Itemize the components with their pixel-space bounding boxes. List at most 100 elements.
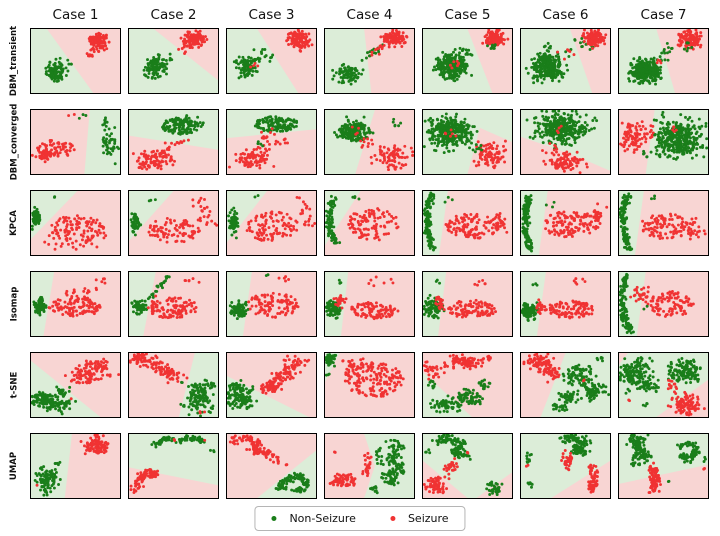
seizure-point [488, 145, 492, 149]
non-seizure-point [493, 43, 497, 47]
non-seizure-point [257, 57, 261, 61]
non-seizure-point [573, 141, 577, 145]
non-seizure-point [463, 70, 466, 73]
non-seizure-point [645, 155, 649, 159]
seizure-point [575, 164, 579, 168]
seizure-point [688, 38, 692, 42]
seizure-point [394, 41, 398, 45]
non-seizure-point [436, 123, 440, 127]
panel-kpca-case-3 [226, 190, 317, 256]
non-seizure-point [700, 124, 704, 128]
non-seizure-point [691, 125, 695, 129]
seizure-point [244, 148, 248, 152]
non-seizure-point [656, 66, 660, 70]
non-seizure-point [69, 62, 73, 66]
seizure-point [691, 33, 695, 37]
non-seizure-point [360, 72, 363, 76]
non-seizure-point [253, 57, 257, 61]
non-seizure-point [675, 137, 679, 141]
non-seizure-point [449, 116, 453, 120]
non-seizure-point [146, 75, 150, 79]
non-seizure-point [243, 69, 247, 73]
non-seizure-point [391, 120, 395, 124]
non-seizure-point [103, 118, 107, 122]
seizure-point [105, 47, 109, 51]
seizure-point [180, 47, 184, 50]
non-seizure-point [544, 115, 548, 119]
non-seizure-point [541, 74, 545, 78]
seizure-point [694, 29, 698, 32]
non-seizure-point [263, 48, 267, 51]
non-seizure-point [464, 127, 468, 131]
non-seizure-point [442, 69, 446, 73]
seizure-point [638, 132, 642, 136]
non-seizure-point [453, 74, 457, 78]
non-seizure-point [436, 134, 440, 138]
non-seizure-point [367, 126, 371, 130]
non-seizure-point [702, 155, 706, 159]
non-seizure-point [566, 127, 570, 131]
seizure-point [263, 161, 267, 165]
non-seizure-point [447, 66, 451, 70]
non-seizure-point [439, 129, 443, 132]
non-seizure-point [549, 122, 553, 126]
seizure-point [683, 30, 687, 34]
non-seizure-point [457, 128, 461, 132]
seizure-point [155, 155, 159, 159]
non-seizure-point [334, 133, 338, 137]
seizure-point [450, 66, 454, 70]
seizure-point [145, 167, 149, 171]
non-seizure-point [637, 66, 641, 70]
non-seizure-point [162, 58, 166, 62]
non-seizure-point [167, 129, 171, 133]
non-seizure-point [267, 115, 270, 119]
non-seizure-point [77, 116, 81, 120]
non-seizure-point [349, 82, 353, 86]
seizure-point [94, 221, 98, 225]
seizure-point [95, 245, 99, 249]
seizure-point [260, 130, 263, 134]
seizure-point [362, 137, 366, 141]
non-seizure-point [269, 115, 273, 119]
seizure-point [158, 154, 162, 158]
seizure-point [544, 162, 547, 166]
panel-dbm-transient-case-6 [520, 28, 611, 94]
seizure-point [199, 205, 203, 209]
non-seizure-point [562, 121, 566, 124]
non-seizure-point [455, 67, 459, 71]
non-seizure-point [269, 56, 273, 60]
seizure-point [392, 159, 396, 162]
seizure-point [501, 31, 505, 35]
seizure-point [630, 134, 634, 138]
non-seizure-point [336, 135, 340, 139]
non-seizure-point [539, 63, 543, 67]
seizure-point [48, 153, 52, 157]
seizure-point [584, 162, 588, 166]
non-seizure-point [572, 121, 575, 125]
seizure-point [560, 161, 564, 165]
non-seizure-point [342, 62, 346, 66]
seizure-point [255, 147, 259, 151]
seizure-point [555, 150, 558, 154]
seizure-point [149, 224, 153, 228]
non-seizure-point [237, 66, 241, 70]
seizure-point [151, 160, 155, 164]
seizure-point [695, 36, 699, 40]
non-seizure-point [658, 127, 662, 131]
seizure-point [359, 139, 363, 143]
non-seizure-point [632, 79, 636, 83]
non-seizure-point [665, 41, 669, 45]
seizure-point [680, 39, 684, 43]
decision-region-scatter [129, 191, 218, 255]
seizure-point [94, 45, 98, 49]
non-seizure-point [338, 70, 342, 74]
non-seizure-point [560, 142, 564, 146]
non-seizure-point [564, 50, 568, 54]
seizure-point [85, 52, 89, 56]
seizure-point [388, 159, 392, 163]
row-label-text: t-SNE [8, 371, 19, 399]
non-seizure-point [660, 121, 664, 125]
non-seizure-point [243, 75, 247, 79]
non-seizure-point [44, 66, 48, 70]
non-seizure-point [705, 137, 708, 141]
